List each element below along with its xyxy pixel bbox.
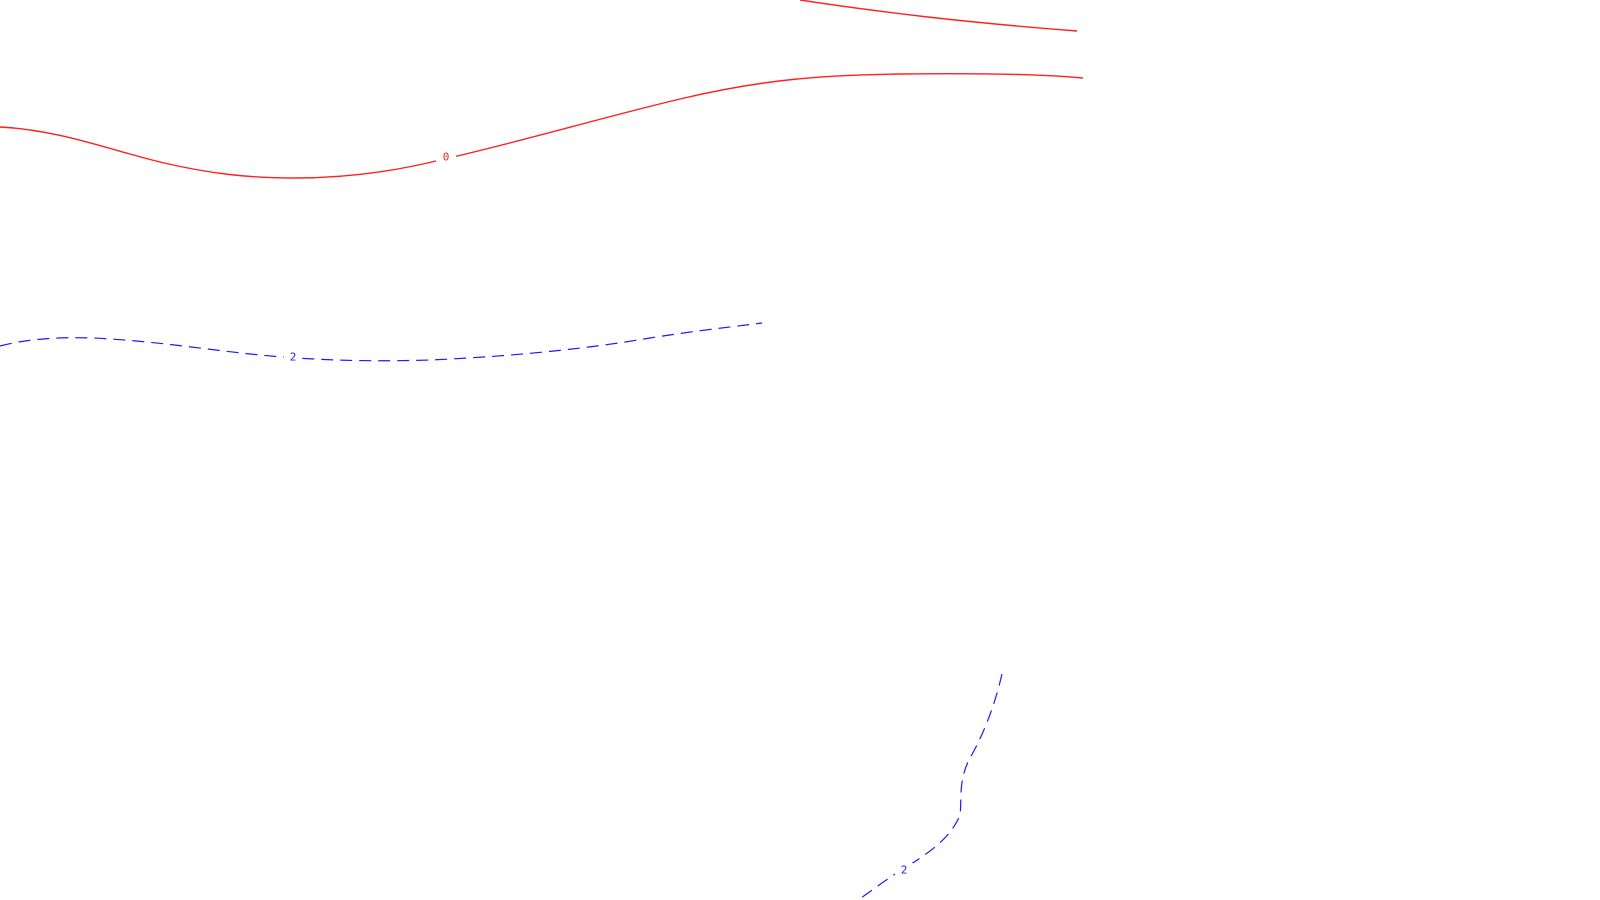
contour-label-two-left: 2 (290, 351, 297, 364)
contour-line-upper (799, 0, 1078, 32)
contour-label-group-zero: 0 (436, 150, 456, 164)
label-mask (895, 863, 913, 877)
contour-label-zero: 0 (443, 151, 450, 164)
contour-line-two-bottom (857, 673, 1003, 900)
label-mask (436, 150, 456, 164)
contour-line-two-left (0, 322, 763, 362)
contour-label-two-bottom: 2 (901, 864, 908, 877)
contour-label-group-two-left: 2 (284, 350, 302, 364)
contour-line-zero (0, 72, 1084, 179)
contour-label-group-two-bottom: 2 (895, 863, 913, 877)
label-mask (284, 350, 302, 364)
